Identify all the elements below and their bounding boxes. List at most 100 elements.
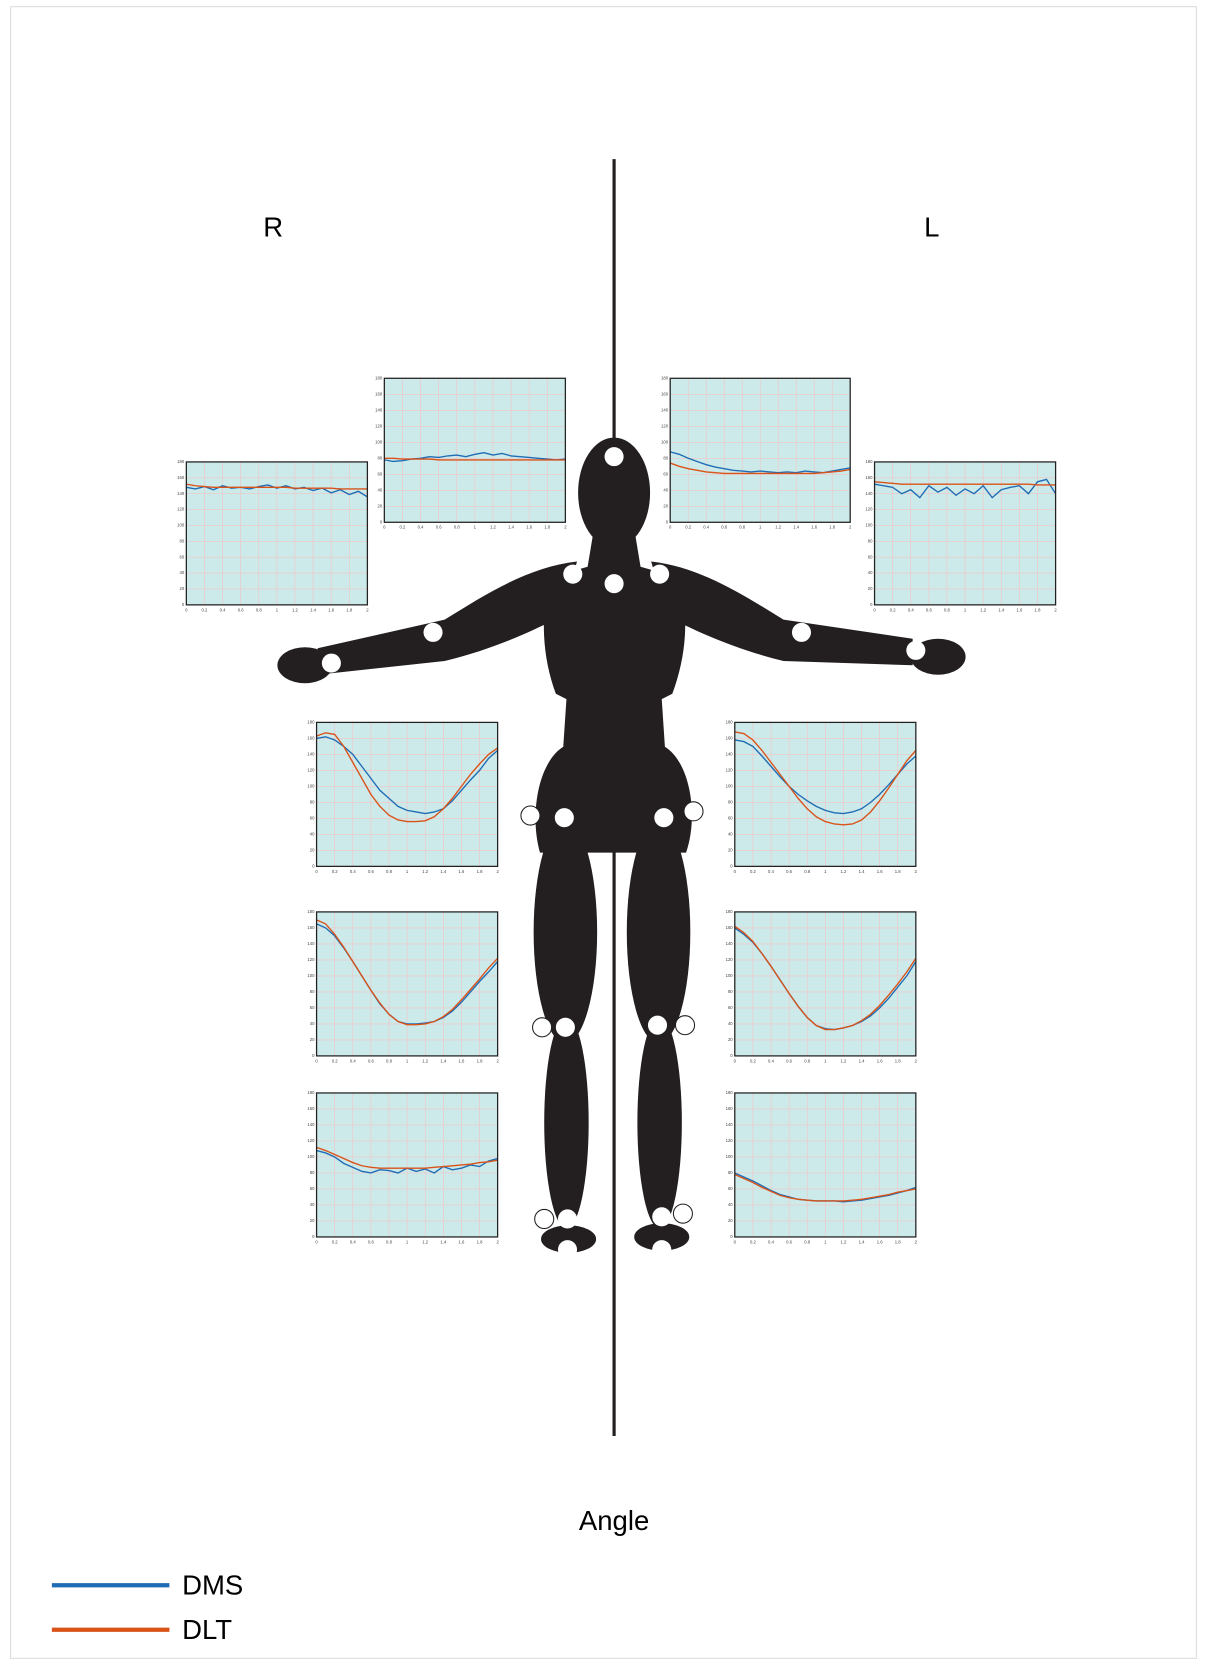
x-tick-label: 1.8 [895,1239,902,1244]
y-tick-label: 140 [307,941,315,946]
panel: 00.20.40.60.811.21.41.61.820204060801001… [726,909,918,1063]
x-tick-label: 1.8 [477,869,484,874]
x-tick-label: 0.6 [926,607,933,612]
x-tick-label: 0.8 [386,869,393,874]
x-tick-label: 1.4 [440,1239,447,1244]
x-tick-label: 0.8 [256,607,263,612]
x-tick-label: 1.8 [895,869,902,874]
y-tick-label: 100 [307,973,315,978]
y-tick-label: 20 [310,1037,315,1042]
y-tick-label: 140 [307,1122,315,1127]
x-tick-label: 0.2 [202,607,209,612]
x-tick-label: 1.6 [458,1058,465,1063]
y-tick-label: 60 [728,1186,733,1191]
y-tick-label: 80 [180,538,185,543]
x-tick-label: 1.4 [508,525,515,530]
y-tick-label: 20 [728,848,733,853]
side-label: R [263,211,283,242]
y-tick-label: 60 [310,816,315,821]
y-tick-label: 120 [307,1138,315,1143]
x-tick-label: 1.6 [877,1239,884,1244]
x-tick-label: 0.8 [944,607,951,612]
panel: 00.20.40.60.811.21.41.61.820204060801001… [307,1090,499,1244]
x-tick-label: 1.4 [310,607,317,612]
x-tick-label: 0.2 [890,607,897,612]
y-tick-label: 60 [378,471,383,476]
y-tick-label: 140 [726,1122,734,1127]
y-tick-label: 80 [728,1170,733,1175]
y-tick-label: 100 [865,523,873,528]
x-tick-label: 1.2 [980,607,987,612]
x-tick-label: 0.6 [786,1239,793,1244]
x-tick-label: 1.2 [840,1239,847,1244]
y-tick-label: 100 [726,1154,734,1159]
y-tick-label: 40 [728,1021,733,1026]
y-tick-label: 160 [726,736,734,741]
panel: 00.20.40.60.811.21.41.61.820204060801001… [177,459,369,612]
x-tick-label: 1.8 [895,1058,902,1063]
page: {"labels": {"right": "R", "left": "L", "… [0,0,1207,1670]
x-tick-label: 1.8 [477,1058,484,1063]
x-tick-label: 0.4 [220,607,227,612]
x-tick-label: 0.2 [750,1058,757,1063]
x-tick-label: 1.2 [292,607,299,612]
x-tick-label: 1.2 [422,1058,429,1063]
x-tick-label: 1.2 [775,525,782,530]
y-tick-label: 80 [728,989,733,994]
y-tick-label: 120 [307,957,315,962]
x-tick-label: 0.4 [768,869,775,874]
x-tick-label: 1.4 [440,869,447,874]
x-tick-label: 1.4 [998,607,1005,612]
y-tick-label: 60 [663,471,668,476]
x-tick-label: 0.6 [368,1058,375,1063]
x-tick-label: 1.8 [1035,607,1042,612]
y-tick-label: 40 [310,1021,315,1026]
y-tick-label: 100 [726,784,734,789]
y-tick-label: 40 [868,570,873,575]
x-tick-label: 1.8 [544,525,551,530]
y-tick-label: 80 [378,455,383,460]
y-tick-label: 160 [726,1106,734,1111]
x-tick-label: 1.4 [440,1058,447,1063]
y-tick-label: 40 [728,1202,733,1207]
x-tick-label: 0.4 [768,1239,775,1244]
y-tick-label: 180 [375,375,383,380]
panel: 00.20.40.60.811.21.41.61.820204060801001… [726,720,918,874]
y-tick-label: 160 [726,925,734,930]
x-tick-label: 1.6 [526,525,533,530]
x-tick-label: 1.2 [840,869,847,874]
y-tick-label: 180 [726,720,734,725]
y-tick-label: 60 [310,1005,315,1010]
side-label: L [924,211,939,242]
y-tick-label: 140 [307,752,315,757]
y-tick-label: 100 [177,523,185,528]
panel: 00.20.40.60.811.21.41.61.820204060801001… [307,909,499,1063]
y-tick-label: 140 [661,407,669,412]
x-tick-label: 0.4 [908,607,915,612]
x-tick-label: 0.4 [418,525,425,530]
y-tick-label: 100 [661,439,669,444]
y-tick-label: 180 [865,459,873,464]
y-tick-label: 100 [307,784,315,789]
y-tick-label: 120 [307,768,315,773]
x-tick-label: 0.2 [685,525,692,530]
y-tick-label: 180 [726,1090,734,1095]
x-tick-label: 0.2 [332,1058,339,1063]
x-tick-label: 0.6 [368,869,375,874]
y-tick-label: 120 [865,507,873,512]
y-tick-label: 140 [726,941,734,946]
y-tick-label: 120 [375,423,383,428]
y-tick-label: 40 [728,832,733,837]
y-tick-label: 120 [177,507,185,512]
x-tick-label: 1.6 [877,869,884,874]
y-tick-label: 140 [375,407,383,412]
x-tick-label: 1.6 [458,869,465,874]
y-tick-label: 140 [177,491,185,496]
x-tick-label: 0.6 [786,1058,793,1063]
x-tick-label: 0.4 [703,525,710,530]
y-tick-label: 80 [310,989,315,994]
y-tick-label: 140 [726,752,734,757]
y-tick-label: 20 [310,848,315,853]
y-tick-label: 40 [663,487,668,492]
